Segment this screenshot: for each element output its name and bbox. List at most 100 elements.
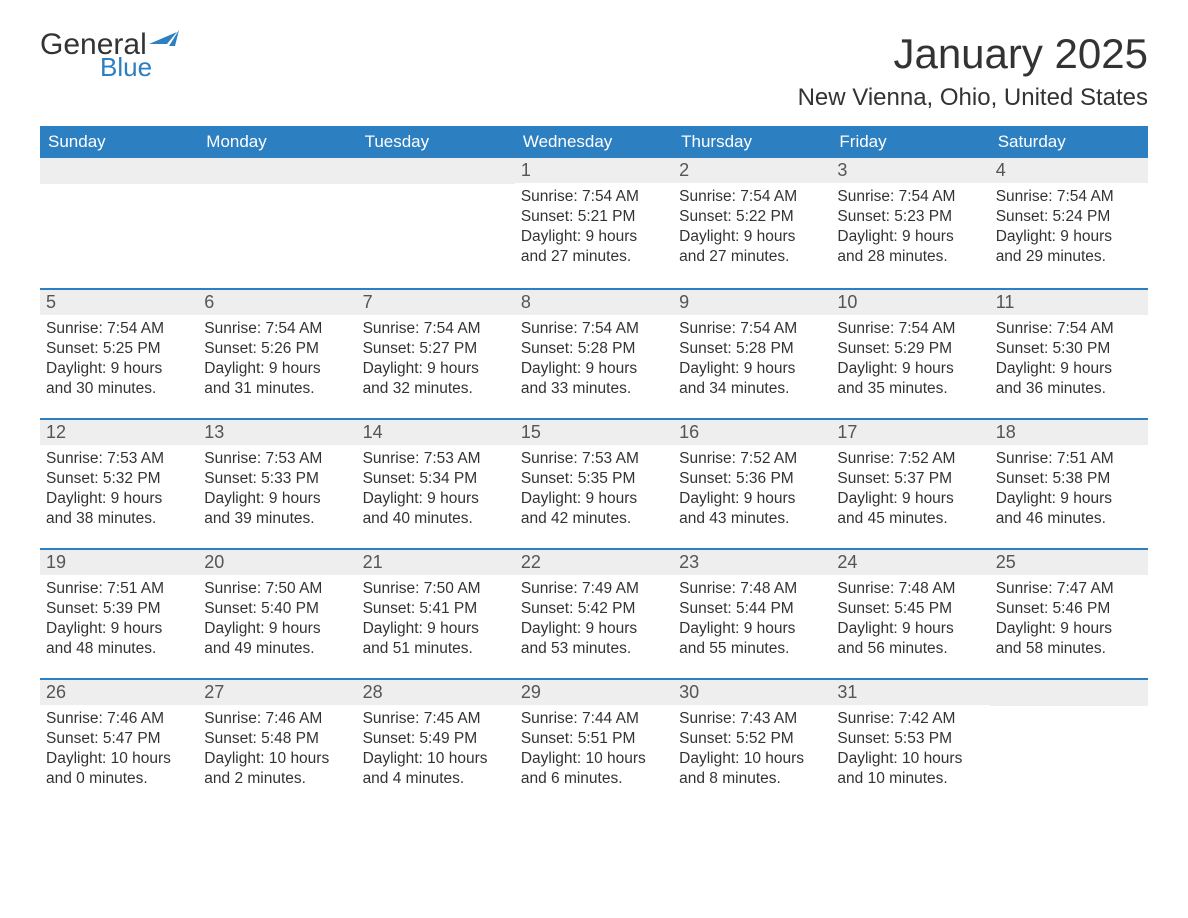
day-number: 23 — [673, 550, 831, 575]
day-header: Monday — [198, 126, 356, 158]
calendar-day: 5Sunrise: 7:54 AMSunset: 5:25 PMDaylight… — [40, 290, 198, 418]
day-number: 25 — [990, 550, 1148, 575]
calendar-day: 10Sunrise: 7:54 AMSunset: 5:29 PMDayligh… — [831, 290, 989, 418]
day-number: 11 — [990, 290, 1148, 315]
day-number — [40, 158, 198, 184]
day-header: Thursday — [673, 126, 831, 158]
calendar-day — [198, 158, 356, 288]
day-number — [198, 158, 356, 184]
calendar-day: 1 Sunrise: 7:54 AMSunset: 5:21 PMDaylight… — [515, 158, 673, 288]
calendar-week: 5Sunrise: 7:54 AMSunset: 5:25 PMDaylight… — [40, 288, 1148, 418]
day-number: 2 — [673, 158, 831, 183]
calendar-day: 28 Sunrise: 7:45 AMSunset: 5:49 PMDayligh… — [357, 680, 515, 808]
calendar-day: 3Sunrise: 7:54 AMSunset: 5:23 PMDaylight… — [831, 158, 989, 288]
calendar-day: 11Sunrise: 7:54 AMSunset: 5:30 PMDayligh… — [990, 290, 1148, 418]
calendar-day: 7 Sunrise: 7:54 AMSunset: 5:27 PMDaylight… — [357, 290, 515, 418]
calendar: SundayMondayTuesdayWednesdayThursdayFrid… — [40, 126, 1148, 808]
day-details: Sunrise: 7:54 AMSunset: 5:26 PMDaylight:… — [204, 319, 350, 400]
day-details: Sunrise: 7:44 AMSunset: 5:51 PMDaylight:… — [521, 709, 667, 790]
day-number: 29 — [515, 680, 673, 705]
calendar-day: 19Sunrise: 7:51 AMSunset: 5:39 PMDayligh… — [40, 550, 198, 678]
calendar-day: 30 Sunrise: 7:43 AMSunset: 5:52 PMDayligh… — [673, 680, 831, 808]
day-details: Sunrise: 7:49 AMSunset: 5:42 PMDaylight:… — [521, 579, 667, 660]
calendar-day: 18 Sunrise: 7:51 AMSunset: 5:38 PMDayligh… — [990, 420, 1148, 548]
calendar-day: 16Sunrise: 7:52 AMSunset: 5:36 PMDayligh… — [673, 420, 831, 548]
day-header: Saturday — [990, 126, 1148, 158]
day-number: 18 — [990, 420, 1148, 445]
day-details: Sunrise: 7:54 AMSunset: 5:29 PMDaylight:… — [837, 319, 983, 400]
day-details: Sunrise: 7:50 AMSunset: 5:40 PMDaylight:… — [204, 579, 350, 660]
day-details: Sunrise: 7:52 AMSunset: 5:36 PMDaylight:… — [679, 449, 825, 530]
day-number: 1 — [515, 158, 673, 183]
day-number: 30 — [673, 680, 831, 705]
calendar-day: 4 Sunrise: 7:54 AMSunset: 5:24 PMDaylight… — [990, 158, 1148, 288]
calendar-week: 19Sunrise: 7:51 AMSunset: 5:39 PMDayligh… — [40, 548, 1148, 678]
day-number — [990, 680, 1148, 706]
logo-text-blue: Blue — [100, 54, 179, 80]
calendar-week: 26Sunrise: 7:46 AMSunset: 5:47 PMDayligh… — [40, 678, 1148, 808]
calendar-day: 27 Sunrise: 7:46 AMSunset: 5:48 PMDayligh… — [198, 680, 356, 808]
day-details: Sunrise: 7:46 AMSunset: 5:48 PMDaylight:… — [204, 709, 350, 790]
day-header: Friday — [831, 126, 989, 158]
day-details: Sunrise: 7:48 AMSunset: 5:44 PMDaylight:… — [679, 579, 825, 660]
day-number: 21 — [357, 550, 515, 575]
day-details: Sunrise: 7:54 AMSunset: 5:28 PMDaylight:… — [679, 319, 825, 400]
calendar-week: 1 Sunrise: 7:54 AMSunset: 5:21 PMDaylight… — [40, 158, 1148, 288]
day-number: 28 — [357, 680, 515, 705]
day-number: 27 — [198, 680, 356, 705]
calendar-day: 24Sunrise: 7:48 AMSunset: 5:45 PMDayligh… — [831, 550, 989, 678]
calendar-day: 26Sunrise: 7:46 AMSunset: 5:47 PMDayligh… — [40, 680, 198, 808]
day-number: 19 — [40, 550, 198, 575]
day-details: Sunrise: 7:48 AMSunset: 5:45 PMDaylight:… — [837, 579, 983, 660]
calendar-day: 12Sunrise: 7:53 AMSunset: 5:32 PMDayligh… — [40, 420, 198, 548]
calendar-day: 9 Sunrise: 7:54 AMSunset: 5:28 PMDaylight… — [673, 290, 831, 418]
calendar-day: 17Sunrise: 7:52 AMSunset: 5:37 PMDayligh… — [831, 420, 989, 548]
day-number: 8 — [515, 290, 673, 315]
day-number: 14 — [357, 420, 515, 445]
day-details: Sunrise: 7:54 AMSunset: 5:22 PMDaylight:… — [679, 187, 825, 268]
day-details: Sunrise: 7:51 AMSunset: 5:38 PMDaylight:… — [996, 449, 1142, 530]
day-details: Sunrise: 7:43 AMSunset: 5:52 PMDaylight:… — [679, 709, 825, 790]
calendar-day: 2 Sunrise: 7:54 AMSunset: 5:22 PMDaylight… — [673, 158, 831, 288]
logo-flag-icon — [149, 30, 179, 50]
day-number: 5 — [40, 290, 198, 315]
calendar-day — [990, 680, 1148, 808]
day-details: Sunrise: 7:50 AMSunset: 5:41 PMDaylight:… — [363, 579, 509, 660]
day-details: Sunrise: 7:53 AMSunset: 5:34 PMDaylight:… — [363, 449, 509, 530]
day-number: 20 — [198, 550, 356, 575]
day-header: Tuesday — [357, 126, 515, 158]
day-details: Sunrise: 7:42 AMSunset: 5:53 PMDaylight:… — [837, 709, 983, 790]
day-details: Sunrise: 7:54 AMSunset: 5:21 PMDaylight:… — [521, 187, 667, 268]
logo: General Blue — [40, 30, 179, 80]
page-title: January 2025 — [893, 30, 1148, 78]
day-details: Sunrise: 7:52 AMSunset: 5:37 PMDaylight:… — [837, 449, 983, 530]
day-details: Sunrise: 7:53 AMSunset: 5:33 PMDaylight:… — [204, 449, 350, 530]
calendar-day — [357, 158, 515, 288]
day-number — [357, 158, 515, 184]
day-number: 15 — [515, 420, 673, 445]
day-number: 13 — [198, 420, 356, 445]
day-details: Sunrise: 7:54 AMSunset: 5:28 PMDaylight:… — [521, 319, 667, 400]
day-number: 7 — [357, 290, 515, 315]
calendar-day: 8 Sunrise: 7:54 AMSunset: 5:28 PMDaylight… — [515, 290, 673, 418]
calendar-day — [40, 158, 198, 288]
calendar-day: 25Sunrise: 7:47 AMSunset: 5:46 PMDayligh… — [990, 550, 1148, 678]
calendar-day: 31Sunrise: 7:42 AMSunset: 5:53 PMDayligh… — [831, 680, 989, 808]
location-subtitle: New Vienna, Ohio, United States — [40, 84, 1148, 112]
calendar-day: 20 Sunrise: 7:50 AMSunset: 5:40 PMDayligh… — [198, 550, 356, 678]
day-number: 6 — [198, 290, 356, 315]
day-details: Sunrise: 7:53 AMSunset: 5:32 PMDaylight:… — [46, 449, 192, 530]
calendar-header-row: SundayMondayTuesdayWednesdayThursdayFrid… — [40, 126, 1148, 158]
day-details: Sunrise: 7:54 AMSunset: 5:23 PMDaylight:… — [837, 187, 983, 268]
day-details: Sunrise: 7:53 AMSunset: 5:35 PMDaylight:… — [521, 449, 667, 530]
day-number: 22 — [515, 550, 673, 575]
day-number: 9 — [673, 290, 831, 315]
calendar-day: 21 Sunrise: 7:50 AMSunset: 5:41 PMDayligh… — [357, 550, 515, 678]
day-details: Sunrise: 7:45 AMSunset: 5:49 PMDaylight:… — [363, 709, 509, 790]
day-number: 4 — [990, 158, 1148, 183]
calendar-day: 23 Sunrise: 7:48 AMSunset: 5:44 PMDayligh… — [673, 550, 831, 678]
calendar-day: 14 Sunrise: 7:53 AMSunset: 5:34 PMDayligh… — [357, 420, 515, 548]
day-details: Sunrise: 7:54 AMSunset: 5:24 PMDaylight:… — [996, 187, 1142, 268]
day-details: Sunrise: 7:54 AMSunset: 5:27 PMDaylight:… — [363, 319, 509, 400]
calendar-day: 29 Sunrise: 7:44 AMSunset: 5:51 PMDayligh… — [515, 680, 673, 808]
